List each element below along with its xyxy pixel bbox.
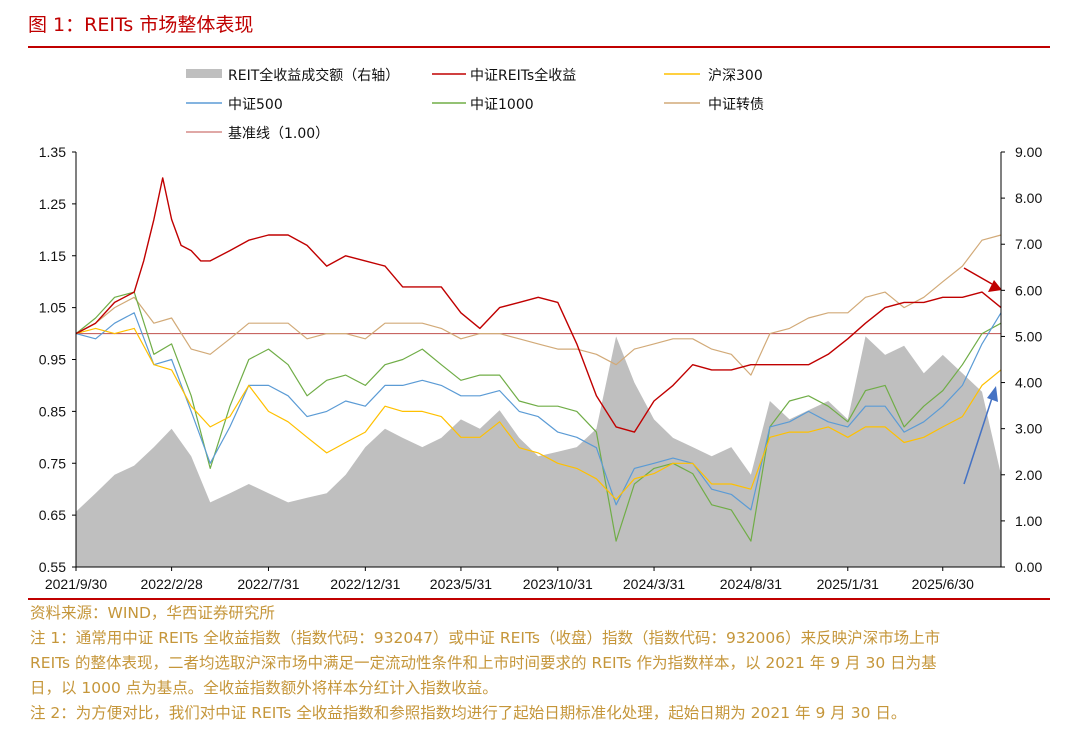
x-tick-label: 2022/12/31 (330, 576, 400, 592)
y-tick-label-left: 0.55 (39, 559, 66, 575)
title-rule (28, 46, 1050, 48)
legend: REIT全收益成交额（右轴） 中证REITs全收益 沪深300 中证500 中证… (186, 67, 764, 142)
y-tick-label-left: 0.95 (39, 352, 66, 368)
x-tick-label: 2022/2/28 (140, 576, 202, 592)
y-tick-label-left: 1.05 (39, 300, 66, 316)
y-tick-label-right: 9.00 (1015, 144, 1042, 160)
legend-swatch-volume (186, 69, 222, 78)
legend-label-zz500: 中证500 (228, 97, 283, 113)
legend-label-volume: REIT全收益成交额（右轴） (228, 67, 399, 84)
y-tick-label-left: 0.85 (39, 403, 66, 419)
series-line-zz1000 (75, 291, 1002, 542)
x-tick-label: 2023/10/31 (523, 576, 593, 592)
source-note: 资料来源：WIND，华西证券研究所 (30, 604, 275, 622)
y-tick-label-left: 1.35 (39, 144, 66, 160)
legend-label-baseline: 基准线（1.00） (228, 125, 329, 142)
series-line-hs300 (75, 327, 1002, 501)
y-tick-label-right: 4.00 (1015, 375, 1042, 391)
legend-label-reits: 中证REITs全收益 (470, 67, 576, 84)
figure-title: 图 1：REITs 市场整体表现 (28, 14, 254, 36)
volume-area (76, 336, 1001, 567)
x-tick-label: 2025/1/31 (817, 576, 879, 592)
x-tick-label: 2022/7/31 (237, 576, 299, 592)
red-arrow-head (988, 280, 1002, 292)
plot-area (75, 177, 1002, 567)
reits-chart: REIT全收益成交额（右轴） 中证REITs全收益 沪深300 中证500 中证… (39, 67, 1043, 592)
y-tick-label-right: 0.00 (1015, 559, 1042, 575)
y-tick-label-right: 6.00 (1015, 282, 1042, 298)
red-arrow-shaft (963, 267, 993, 285)
x-tick-label: 2025/6/30 (912, 576, 974, 592)
series-line-convertible (75, 234, 1002, 376)
blue-arrow-head (987, 386, 998, 402)
x-tick-label: 2024/3/31 (623, 576, 685, 592)
y-tick-label-right: 2.00 (1015, 467, 1042, 483)
note-2: 注 2：为方便对比，我们对中证 REITs 全收益指数和参照指数均进行了起始日期… (30, 704, 907, 722)
y-tick-label-right: 7.00 (1015, 236, 1042, 252)
legend-label-convertible: 中证转债 (708, 97, 764, 113)
footer-rule (28, 598, 1050, 600)
axes: 1.35 1.25 1.15 1.05 0.95 0.85 0.75 0.65 0.55 9.00… (39, 144, 1043, 592)
y-tick-label-left: 1.25 (39, 196, 66, 212)
y-tick-label-right: 3.00 (1015, 421, 1042, 437)
legend-label-hs300: 沪深300 (708, 68, 763, 84)
y-tick-label-right: 5.00 (1015, 328, 1042, 344)
y-tick-label-left: 1.15 (39, 248, 66, 264)
x-tick-label: 2024/8/31 (720, 576, 782, 592)
legend-label-zz1000: 中证1000 (470, 97, 534, 113)
note-1-line-1: 注 1：通常用中证 REITs 全收益指数（指数代码：932047）或中证 RE… (30, 629, 941, 647)
y-tick-label-left: 0.75 (39, 455, 66, 471)
y-tick-label-left: 0.65 (39, 507, 66, 523)
series-line-zz500 (75, 312, 1002, 511)
series-line-reits (75, 177, 1002, 433)
note-1-line-2: REITs 的整体表现，二者均选取沪深市场中满足一定流动性条件和上市时间要求的 … (30, 654, 937, 672)
blue-arrow-shaft (963, 397, 993, 485)
x-tick-label: 2021/9/30 (45, 576, 107, 592)
y-tick-label-right: 8.00 (1015, 190, 1042, 206)
y-tick-label-right: 1.00 (1015, 513, 1042, 529)
x-tick-label: 2023/5/31 (430, 576, 492, 592)
note-1-line-3: 日，以 1000 点为基点。全收益指数额外将样本分红计入指数收益。 (30, 679, 498, 697)
